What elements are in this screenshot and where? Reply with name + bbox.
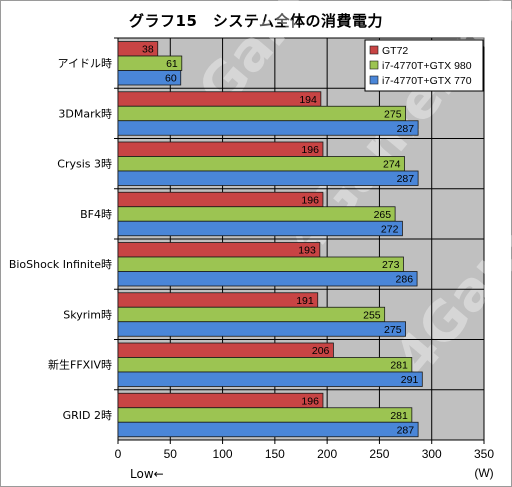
legend-box <box>364 39 484 92</box>
bar <box>117 91 322 107</box>
bar <box>117 292 319 308</box>
data-label: 273 <box>382 259 400 271</box>
data-label: 265 <box>374 209 392 221</box>
bar <box>117 407 413 423</box>
bar <box>117 170 419 186</box>
tick-label: 350 <box>474 447 494 461</box>
data-label: 206 <box>312 345 330 357</box>
data-label: 193 <box>298 245 316 257</box>
bar <box>117 271 418 287</box>
data-label: 60 <box>165 73 177 85</box>
legend-label: i7-4770T+GTX 980 <box>382 60 472 72</box>
bar <box>117 421 419 438</box>
chart-title: グラフ15 システム全体の消費電力 <box>129 12 383 30</box>
bar <box>117 120 419 136</box>
tick-label: 200 <box>317 447 337 461</box>
data-label: 38 <box>142 44 154 56</box>
bar <box>117 357 413 373</box>
category-label: BF4時 <box>80 208 112 221</box>
data-label: 272 <box>381 223 399 235</box>
data-label: 196 <box>301 194 319 206</box>
data-label: 287 <box>397 424 415 436</box>
category-label: 3DMark時 <box>58 107 112 120</box>
legend: GT72 i7-4770T+GTX 980 i7-4770T+GTX 770 <box>364 39 484 92</box>
bars: 38 61 60 194 275 287 196 274 287 196 265 272 193 273 2… <box>117 41 423 438</box>
tick-label: 150 <box>265 447 285 461</box>
tick-label: 250 <box>369 447 389 461</box>
legend-swatch <box>369 45 379 55</box>
bar <box>117 392 324 409</box>
data-label: 286 <box>396 274 414 286</box>
low-annotation: Low← <box>130 467 164 481</box>
data-label: 281 <box>390 360 408 372</box>
tick-label: 100 <box>213 447 233 461</box>
data-label: 291 <box>401 374 419 386</box>
data-label: 61 <box>166 58 178 70</box>
bar <box>117 371 423 387</box>
bar <box>117 141 324 157</box>
bar <box>117 191 324 208</box>
tick-label: 300 <box>422 447 442 461</box>
bar <box>117 220 403 237</box>
data-label: 191 <box>296 295 314 307</box>
category-label: Crysis 3時 <box>57 158 112 171</box>
data-label: 194 <box>299 94 317 106</box>
bar <box>117 70 182 86</box>
legend-swatch <box>369 75 379 85</box>
x-axis-label: (W) <box>474 466 493 480</box>
data-label: 287 <box>397 123 415 135</box>
bar <box>117 206 396 222</box>
bar <box>117 242 321 258</box>
bar <box>117 105 406 122</box>
tick-label: 50 <box>164 447 178 461</box>
bar <box>117 321 406 337</box>
legend-swatch <box>369 60 379 70</box>
tick-label: 0 <box>115 447 122 461</box>
data-label: 287 <box>397 173 415 185</box>
data-label: 275 <box>384 108 402 120</box>
data-label: 275 <box>384 324 402 336</box>
category-label: Skyrim時 <box>63 308 112 321</box>
bar <box>117 256 404 272</box>
bar <box>117 306 386 323</box>
data-label: 274 <box>383 159 401 171</box>
x-axis-ticks: 0 50 100 150 200 250 300 350 <box>115 440 494 461</box>
bar <box>117 156 405 172</box>
category-label: GRID 2時 <box>63 409 112 422</box>
legend-label: i7-4770T+GTX 770 <box>382 75 472 87</box>
data-label: 255 <box>363 309 381 321</box>
data-label: 281 <box>390 410 408 422</box>
data-label: 196 <box>301 144 319 156</box>
data-label: 196 <box>301 395 319 407</box>
category-label: 新生FFXIV時 <box>48 358 112 372</box>
category-labels: アイドル時 3DMark時 Crysis 3時 BF4時 BioShock Infini… <box>9 37 118 422</box>
category-label: アイドル時 <box>58 57 112 70</box>
category-label: BioShock Infinite時 <box>9 258 112 271</box>
legend-label: GT72 <box>382 45 408 57</box>
bar <box>117 342 334 358</box>
